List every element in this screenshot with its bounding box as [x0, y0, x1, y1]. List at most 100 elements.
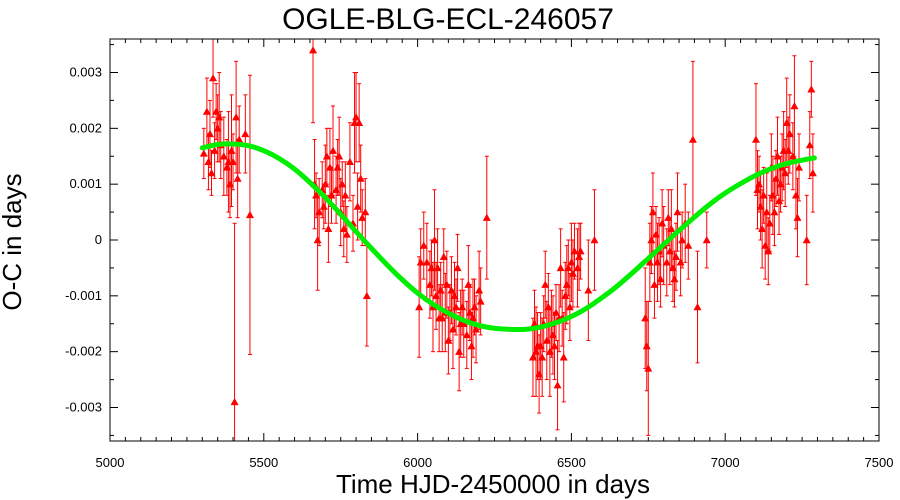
data-point — [544, 303, 553, 311]
data-point — [573, 263, 582, 272]
data-point — [452, 303, 461, 311]
data-point — [550, 342, 559, 350]
data-point — [784, 146, 793, 154]
x-tick-label: 5000 — [96, 455, 125, 470]
data-point — [535, 370, 544, 378]
data-point — [439, 252, 448, 260]
data-point — [761, 241, 770, 249]
y-axis-label: O-C in days — [0, 173, 27, 310]
data-point — [448, 325, 457, 333]
data-point — [556, 263, 565, 272]
data-point — [670, 275, 679, 283]
data-point — [202, 107, 211, 115]
data-point — [561, 291, 570, 300]
data-point — [676, 258, 685, 266]
data-point — [464, 280, 473, 288]
data-point — [416, 258, 425, 266]
data-point — [322, 152, 331, 160]
data-point — [781, 169, 790, 177]
data-point — [315, 208, 324, 216]
data-point — [438, 314, 447, 322]
data-point — [770, 208, 779, 216]
data-point — [693, 303, 702, 311]
data-point — [538, 353, 547, 361]
data-point — [207, 169, 216, 177]
data-point — [329, 146, 338, 154]
data-point — [653, 258, 662, 266]
data-point — [447, 286, 456, 294]
data-point — [321, 180, 330, 188]
data-point — [427, 263, 436, 272]
data-point — [319, 202, 328, 210]
data-point — [213, 124, 222, 132]
data-point — [808, 169, 817, 177]
data-point — [476, 297, 485, 305]
x-tick-label: 5500 — [249, 455, 278, 470]
data-point — [645, 258, 654, 266]
data-point — [309, 46, 318, 54]
data-point — [530, 319, 539, 327]
data-point — [756, 202, 765, 210]
y-tick-label: 0.001 — [69, 176, 102, 191]
y-tick-label: -0.002 — [65, 344, 102, 359]
data-point — [562, 280, 571, 288]
data-point — [361, 208, 370, 216]
data-point — [215, 113, 224, 121]
data-point — [678, 236, 687, 244]
data-point — [532, 347, 541, 355]
data-point — [210, 146, 219, 154]
data-point — [541, 280, 550, 288]
data-point — [433, 263, 442, 272]
data-point — [227, 146, 236, 154]
data-point — [671, 252, 680, 260]
data-point — [788, 152, 797, 160]
data-point — [702, 236, 711, 244]
data-point — [545, 347, 554, 355]
data-point — [536, 342, 545, 350]
data-point — [450, 291, 459, 300]
data-point — [584, 286, 593, 294]
data-point — [795, 163, 804, 171]
data-point — [651, 230, 660, 238]
data-point — [352, 113, 361, 121]
data-point — [245, 210, 254, 219]
data-point — [684, 241, 693, 249]
data-point — [342, 230, 351, 238]
data-point — [665, 247, 674, 255]
data-point — [233, 174, 242, 182]
data-point — [542, 336, 551, 344]
data-point — [235, 135, 244, 143]
data-point — [568, 269, 577, 277]
data-point — [355, 118, 364, 126]
data-point — [339, 224, 348, 233]
data-point — [575, 252, 584, 260]
data-point — [775, 196, 784, 205]
y-tick-label: 0.002 — [69, 120, 102, 135]
data-point — [209, 74, 218, 82]
data-point — [205, 129, 214, 138]
data-point — [419, 241, 428, 249]
data-point — [590, 236, 599, 244]
y-tick-label: -0.001 — [65, 288, 102, 303]
data-point — [656, 275, 665, 283]
data-point — [673, 208, 682, 216]
data-point — [462, 330, 471, 339]
data-point — [785, 129, 794, 138]
fit-curve — [199, 141, 817, 333]
data-point — [667, 224, 676, 233]
data-point — [790, 102, 799, 110]
data-point — [444, 336, 453, 344]
data-point — [465, 308, 474, 316]
data-point — [459, 319, 468, 327]
data-point — [644, 364, 653, 372]
data-point — [648, 208, 657, 216]
data-point — [442, 280, 451, 288]
data-point — [768, 191, 777, 199]
data-point — [325, 163, 334, 171]
data-point — [662, 258, 671, 266]
data-point — [664, 213, 673, 221]
data-point — [552, 308, 561, 316]
y-tick-label: -0.003 — [65, 400, 102, 415]
data-point — [807, 85, 816, 93]
data-point — [782, 118, 791, 126]
